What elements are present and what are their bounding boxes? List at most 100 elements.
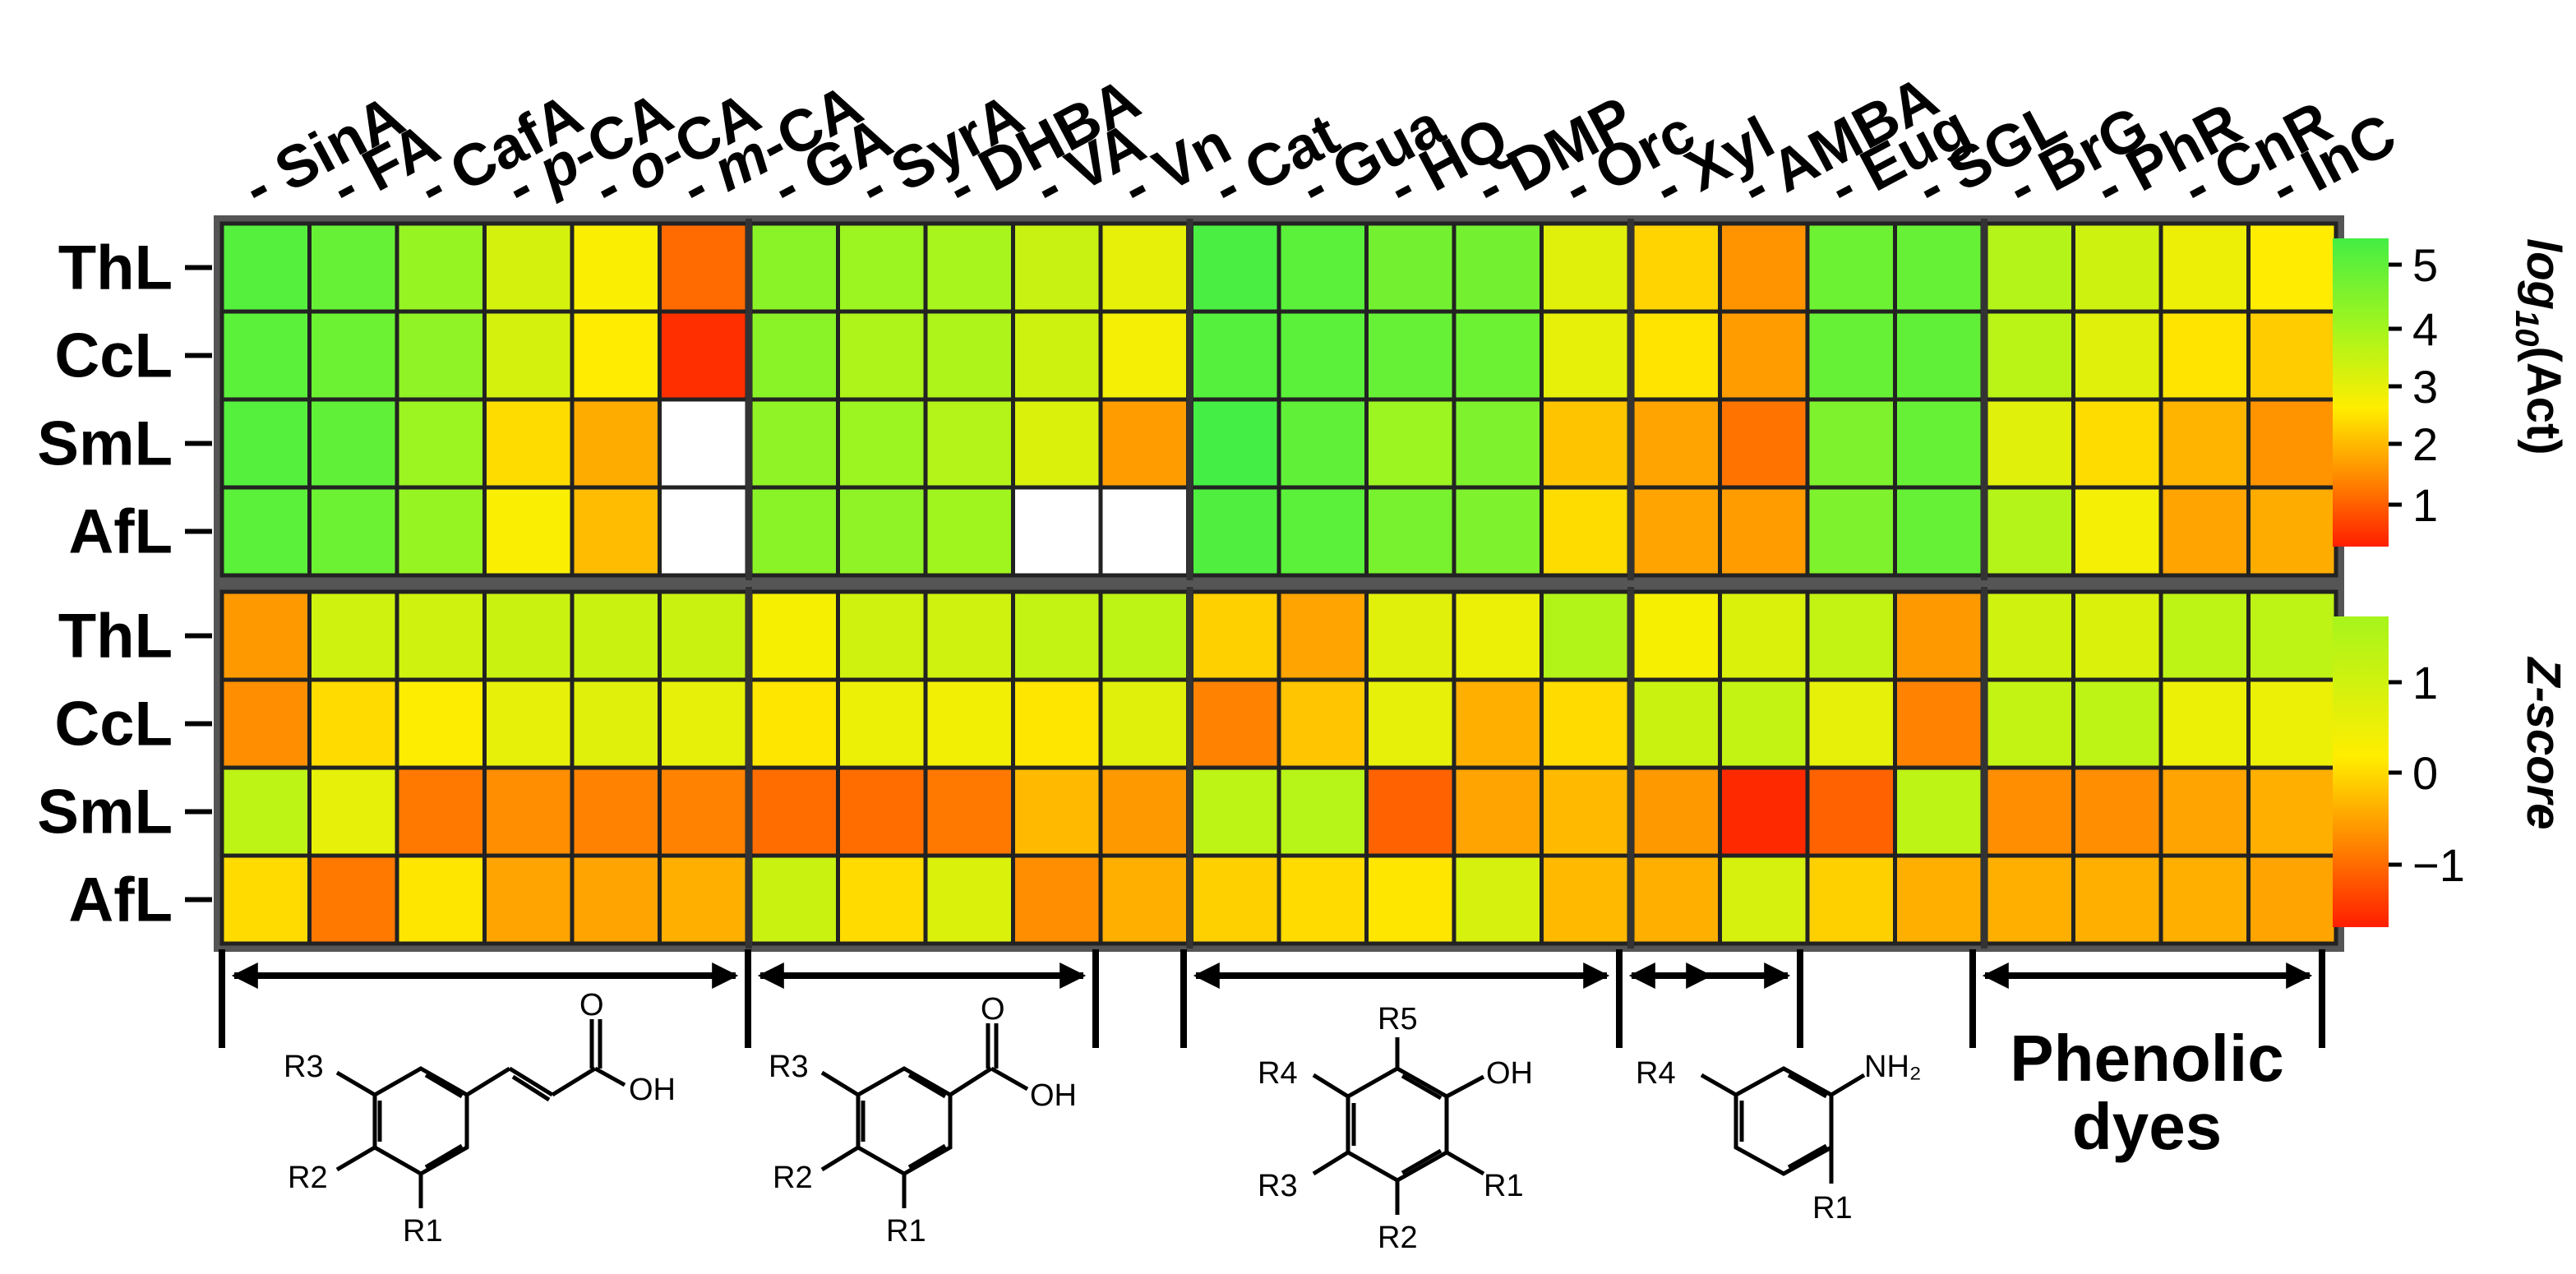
heatmap-cell	[2158, 397, 2251, 490]
heatmap-cell	[219, 853, 312, 946]
label-O: O	[981, 992, 1005, 1027]
heatmap-cell	[570, 309, 662, 402]
heatmap-cell	[1718, 589, 1810, 682]
colorbar-activity-label-main: log	[2517, 238, 2570, 310]
label-R1: R1	[1484, 1169, 1524, 1203]
colorbar-tick-label: 4	[2412, 303, 2438, 355]
heatmap-cell	[307, 853, 399, 946]
heatmap-cell	[219, 485, 312, 578]
heatmap-cell	[1276, 485, 1369, 578]
heatmap-cell	[1276, 309, 1369, 402]
heatmap-cell	[1630, 765, 1722, 858]
row-label: CcL	[54, 321, 173, 391]
heatmap-cell	[2246, 677, 2338, 770]
label-R2: R2	[773, 1161, 813, 1195]
heatmap-cell	[219, 309, 312, 402]
label-R3: R3	[284, 1050, 324, 1084]
heatmap-cell	[1718, 677, 1810, 770]
heatmap-cell	[1364, 677, 1457, 770]
heatmap-cell	[836, 853, 928, 946]
colorbar-zscore-ticks: 1 0 −1	[2389, 657, 2465, 891]
heatmap-cell	[2071, 397, 2163, 490]
heatmap-cell	[219, 765, 312, 858]
heatmap-cell	[2071, 677, 2163, 770]
heatmap-cell	[2246, 221, 2338, 314]
heatmap-cell	[1893, 677, 1985, 770]
heatmap-cell	[219, 397, 312, 490]
structure-cinnamic-acid: R3 R2 R1 O OH	[284, 988, 676, 1249]
heatmap-cell	[1893, 485, 1985, 578]
heatmap-cell	[1983, 765, 2075, 858]
colorbar-tick-label: 1	[2412, 657, 2438, 709]
row-label: AfL	[68, 497, 173, 567]
heatmap-cell	[1364, 853, 1457, 946]
label-R3: R3	[1258, 1169, 1298, 1203]
row-label: SmL	[37, 409, 173, 479]
heatmap-cell	[307, 677, 399, 770]
heatmap-cell	[836, 765, 928, 858]
heatmap-panel-activity	[214, 215, 2344, 584]
heatmap-cell	[836, 677, 928, 770]
heatmap-cell	[1893, 853, 1985, 946]
heatmap-cell	[1098, 589, 1190, 682]
colorbar-activity: 5 4 32 1 log10(Act)	[2333, 238, 2570, 547]
heatmap-cell	[2158, 677, 2251, 770]
heatmap-cell	[1189, 221, 1281, 314]
heatmap-cell	[748, 221, 840, 314]
heatmap-cell	[1276, 765, 1369, 858]
heatmap-cell	[1983, 485, 2075, 578]
heatmap-cell	[1189, 309, 1281, 402]
heatmap-cell	[1098, 677, 1190, 770]
heatmap-cell	[482, 677, 575, 770]
heatmap-cell	[923, 485, 1015, 578]
heatmap-cell	[836, 221, 928, 314]
heatmap-cell	[1452, 853, 1544, 946]
heatmap-cell	[1718, 221, 1810, 314]
heatmap-cell	[748, 765, 840, 858]
heatmap-cell	[1718, 485, 1810, 578]
heatmap-cell	[395, 765, 487, 858]
colorbar-tick-label: 2	[2412, 418, 2438, 470]
heatmap-cell	[1364, 309, 1457, 402]
heatmap-cell	[1540, 485, 1632, 578]
heatmap-cell	[307, 397, 399, 490]
label-R1: R1	[403, 1214, 443, 1249]
heatmap-cell	[1189, 589, 1281, 682]
heatmap-cell	[2246, 853, 2338, 946]
colorbar-activity-gradient	[2333, 238, 2389, 547]
heatmap-cell	[1718, 853, 1810, 946]
heatmap-cell	[1893, 397, 1985, 490]
phenolic-dyes-label: Phenolic dyes	[2010, 1022, 2283, 1163]
heatmap-cell	[1452, 397, 1544, 490]
heatmap-cell	[307, 221, 399, 314]
heatmap-cell	[1718, 397, 1810, 490]
heatmap-cell	[923, 677, 1015, 770]
heatmap-cell	[395, 485, 487, 578]
heatmap-cell	[1805, 221, 1897, 314]
heatmap-cell	[1098, 485, 1190, 578]
colorbar-activity-ticks: 5 4 32 1	[2389, 239, 2438, 531]
row-label: AfL	[68, 865, 173, 935]
colorbar-activity-label-sub: 10	[2509, 310, 2545, 347]
heatmap-cell	[1983, 309, 2075, 402]
heatmap-cell	[2158, 589, 2251, 682]
heatmap-cell	[923, 221, 1015, 314]
label-R2: R2	[1378, 1221, 1418, 1255]
heatmap-cell	[1011, 221, 1103, 314]
heatmap-cell	[2246, 589, 2338, 682]
structure-phenol: R5 R4 R3 R2 R1 OH	[1258, 1002, 1533, 1255]
heatmap-cell	[1011, 765, 1103, 858]
colorbar-tick-label: −1	[2412, 839, 2465, 891]
heatmap-cell	[570, 397, 662, 490]
label-R5: R5	[1378, 1002, 1418, 1036]
heatmap-cell	[570, 765, 662, 858]
heatmap-cell	[2158, 309, 2251, 402]
heatmap-cell	[395, 853, 487, 946]
heatmap-cell	[1098, 309, 1190, 402]
label-O: O	[579, 988, 604, 1022]
label-OH: OH	[1486, 1056, 1533, 1091]
heatmap-cell	[748, 485, 840, 578]
row-label: SmL	[37, 778, 173, 847]
heatmap-cell	[1364, 221, 1457, 314]
